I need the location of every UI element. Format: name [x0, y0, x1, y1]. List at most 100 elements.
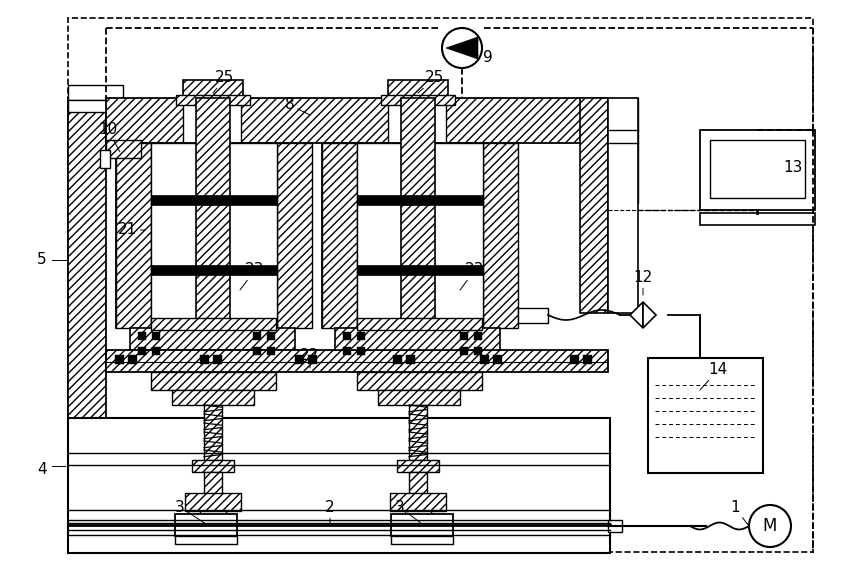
Bar [709, 140, 804, 198]
Bar [390, 536, 452, 544]
Bar [381, 95, 454, 105]
Bar [357, 332, 365, 340]
Text: 12: 12 [633, 270, 652, 295]
Polygon shape [446, 37, 477, 59]
Bar [151, 143, 277, 328]
Bar [106, 98, 607, 143]
Bar [480, 355, 488, 364]
Bar [68, 98, 106, 453]
Bar [648, 358, 762, 473]
Bar [267, 347, 274, 355]
Bar [388, 98, 446, 143]
Circle shape [441, 28, 481, 68]
Bar [396, 460, 439, 472]
Text: 14: 14 [699, 362, 727, 390]
Bar [253, 332, 261, 340]
Bar [116, 143, 151, 328]
Bar [607, 143, 637, 203]
Bar [172, 390, 254, 405]
Bar [204, 472, 222, 532]
Bar [152, 332, 160, 340]
Bar [699, 213, 814, 225]
Bar [151, 265, 277, 275]
Bar [459, 332, 468, 340]
Bar [106, 350, 607, 372]
Text: 25: 25 [213, 71, 234, 93]
Bar [277, 143, 312, 328]
Bar [151, 195, 277, 205]
Bar [116, 143, 312, 328]
Bar [357, 318, 481, 330]
Bar [68, 85, 123, 100]
Bar [393, 355, 401, 364]
Text: 2: 2 [325, 500, 335, 525]
Bar [138, 332, 146, 340]
Circle shape [748, 505, 790, 547]
Bar [175, 514, 237, 536]
Polygon shape [642, 302, 655, 328]
Bar [388, 80, 447, 100]
Polygon shape [630, 302, 642, 328]
Bar [204, 405, 222, 460]
Text: 8: 8 [285, 97, 309, 115]
Bar [699, 130, 814, 210]
Bar [185, 493, 241, 511]
Bar [492, 355, 502, 364]
Bar [357, 372, 481, 390]
Bar [68, 418, 609, 553]
Text: 3: 3 [175, 500, 206, 524]
Text: 22: 22 [300, 347, 320, 368]
Bar [267, 332, 274, 340]
Bar [321, 143, 357, 328]
Bar [474, 347, 481, 355]
Bar [607, 98, 637, 313]
Bar [607, 98, 637, 143]
Bar [474, 332, 481, 340]
Bar [308, 355, 317, 364]
Bar [335, 328, 499, 350]
Bar [175, 536, 237, 544]
Bar [343, 332, 350, 340]
Text: 21: 21 [118, 222, 145, 237]
Bar [517, 308, 547, 323]
Bar [377, 390, 459, 405]
Bar [176, 95, 250, 105]
Text: 23: 23 [239, 262, 264, 290]
Text: M: M [762, 517, 776, 535]
Text: 1: 1 [729, 500, 748, 526]
Bar [196, 98, 230, 328]
Bar [100, 150, 110, 168]
Bar [400, 98, 435, 328]
Bar [106, 140, 141, 158]
Bar [199, 355, 209, 364]
Text: 23: 23 [459, 262, 484, 290]
Bar [607, 520, 621, 532]
Text: 10: 10 [98, 123, 120, 152]
Bar [130, 328, 295, 350]
Text: 5: 5 [37, 252, 47, 267]
Bar [183, 80, 243, 100]
Bar [253, 347, 261, 355]
Bar [128, 355, 137, 364]
Bar [183, 98, 241, 143]
Bar [343, 347, 350, 355]
Bar [192, 460, 233, 472]
Text: 4: 4 [37, 463, 47, 478]
Bar [295, 355, 303, 364]
Bar [579, 98, 607, 313]
Bar [115, 355, 124, 364]
Bar [152, 347, 160, 355]
Bar [389, 493, 446, 511]
Bar [138, 347, 146, 355]
Text: 9: 9 [482, 50, 492, 65]
Bar [199, 511, 226, 521]
Bar [357, 347, 365, 355]
Text: 25: 25 [417, 71, 444, 93]
Bar [357, 195, 482, 205]
Bar [408, 472, 427, 532]
Bar [357, 143, 482, 328]
Bar [569, 355, 579, 364]
Bar [321, 143, 517, 328]
Bar [151, 372, 276, 390]
Bar [482, 143, 517, 328]
